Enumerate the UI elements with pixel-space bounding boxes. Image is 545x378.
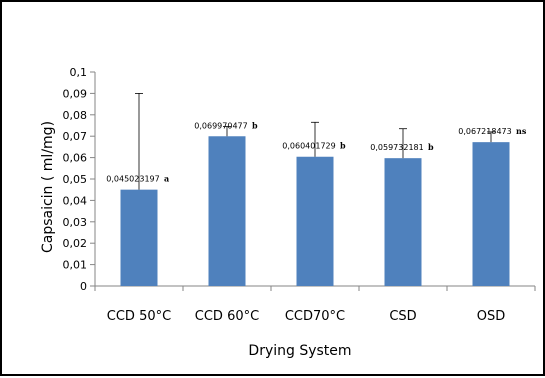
x-tick-label: CCD 60°C [195, 309, 259, 324]
y-tick-label: 0,1 [70, 66, 88, 79]
x-tick-label: CCD70°C [285, 309, 345, 324]
y-tick-label: 0 [80, 280, 87, 293]
significance-label: ns [516, 126, 527, 136]
data-label: 0,045023197 [106, 175, 159, 184]
x-tick-label: CCD 50°C [107, 309, 171, 324]
bar [296, 156, 334, 286]
x-tick-label: OSD [477, 309, 506, 324]
y-tick-label: 0,08 [63, 109, 88, 122]
bar [208, 136, 246, 286]
significance-label: b [340, 141, 346, 151]
significance-label: b [252, 120, 258, 130]
y-axis-title: Capsaicin ( ml/mg) [40, 121, 56, 253]
data-label: 0,067218473 [458, 127, 511, 136]
y-tick-label: 0,04 [63, 194, 88, 207]
y-tick-label: 0,06 [63, 152, 88, 165]
y-tick-label: 0,05 [63, 173, 88, 186]
data-label: 0,059732181 [370, 143, 423, 152]
y-tick-label: 0,03 [63, 216, 88, 229]
bar [472, 142, 510, 286]
significance-label: a [164, 174, 169, 184]
data-label: 0,069970477 [194, 121, 247, 130]
x-tick-label: CSD [389, 309, 416, 324]
x-axis-title: Drying System [248, 343, 351, 359]
significance-label: b [428, 142, 434, 152]
data-label: 0,060401729 [282, 142, 335, 151]
y-tick-label: 0,07 [63, 130, 88, 143]
y-tick-label: 0,09 [63, 87, 88, 100]
bar [384, 158, 422, 286]
y-tick-label: 0,02 [63, 237, 88, 250]
bar [120, 189, 158, 286]
y-tick-label: 0,01 [63, 259, 88, 272]
